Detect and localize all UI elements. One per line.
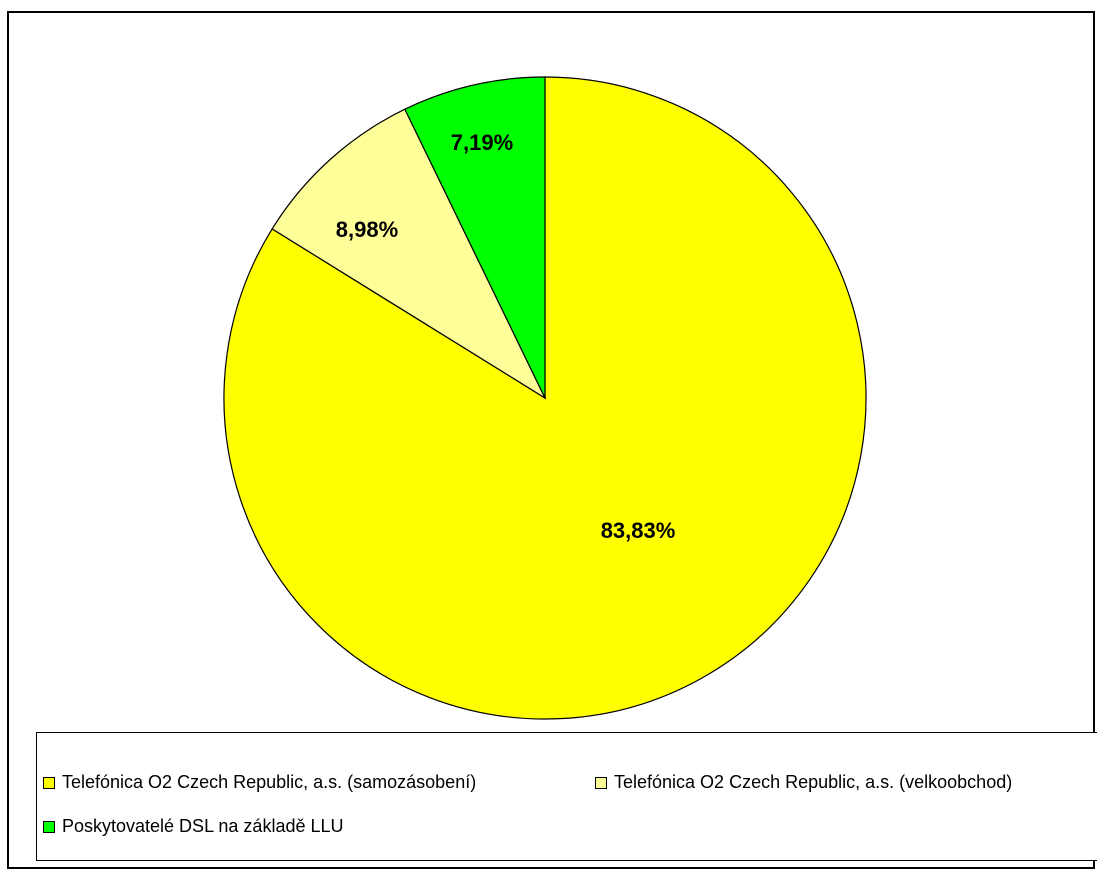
chart-legend: Telefónica O2 Czech Republic, a.s. (samo… — [36, 732, 1097, 861]
legend-label-velkoobchod: Telefónica O2 Czech Republic, a.s. (velk… — [614, 772, 1013, 792]
legend-swatch-velkoobchod — [595, 776, 607, 789]
legend-entry-samozasobeni: Telefónica O2 Czech Republic, a.s. (samo… — [43, 772, 476, 793]
legend-entry-velkoobchod: Telefónica O2 Czech Republic, a.s. (velk… — [595, 772, 1012, 793]
data-label-samozasobeni: 83,83% — [601, 518, 676, 543]
pie-slice-velkoobchod — [271, 108, 547, 400]
data-label-llu: 7,19% — [451, 130, 513, 155]
pie-slice-llu — [404, 76, 546, 399]
legend-label-llu: Poskytovatelé DSL na základě LLU — [62, 816, 344, 836]
data-label-velkoobchod: 8,98% — [336, 217, 398, 242]
legend-swatch-samozasobeni — [43, 776, 55, 789]
legend-swatch-llu — [43, 820, 55, 833]
legend-label-samozasobeni: Telefónica O2 Czech Republic, a.s. (samo… — [62, 772, 477, 792]
legend-entry-llu: Poskytovatelé DSL na základě LLU — [43, 816, 344, 837]
